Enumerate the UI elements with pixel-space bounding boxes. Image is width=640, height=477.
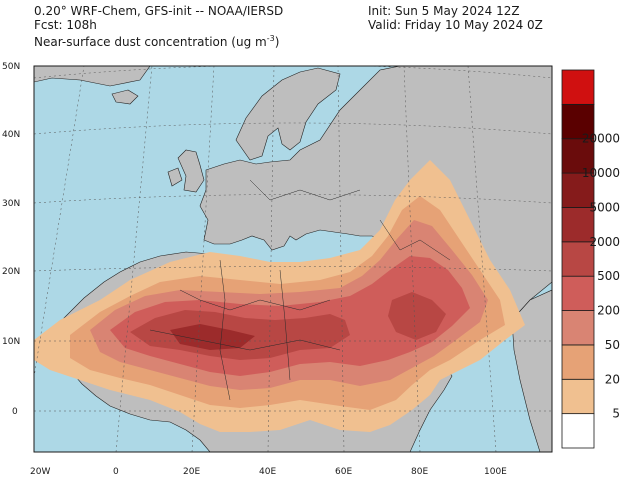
colorbar: 5 20 50 200 500 2000 5000 10000 20000 (561, 69, 620, 449)
colorbar-swatch (561, 207, 595, 243)
ireland (167, 167, 183, 187)
lon-label: 20W (30, 467, 50, 477)
gridline (34, 122, 552, 135)
gridline (403, 66, 421, 452)
colorbar-swatch (561, 138, 595, 174)
latitude-labels: 50N 40N 30N 20N 10N 0 (2, 62, 20, 417)
iceland (111, 89, 139, 105)
greenland (34, 66, 151, 87)
colorbar-swatch (561, 378, 595, 415)
lon-label: 100E (484, 467, 507, 477)
lat-label: 30N (2, 199, 20, 209)
scandinavia (235, 67, 341, 161)
lon-label: 80E (411, 467, 428, 477)
colorbar-label: 5000 (589, 200, 620, 214)
map-header-left: 0.20° WRF-Chem, GFS-init -- NOAA/IERSD F… (34, 4, 283, 49)
colorbar-label: 200 (597, 304, 620, 318)
map-frame (33, 65, 553, 453)
lat-label: 0 (12, 407, 18, 417)
colorbar-label: 20 (605, 372, 620, 386)
valid-time: Valid: Friday 10 May 2024 0Z (368, 18, 543, 32)
colorbar-label: 500 (597, 269, 620, 283)
colorbar-label: 50 (605, 338, 620, 352)
init-time: Init: Sun 5 May 2024 12Z (368, 4, 520, 18)
britain (177, 149, 205, 193)
colorbar-swatch (561, 241, 595, 277)
model-title: 0.20° WRF-Chem, GFS-init -- NOAA/IERSD (34, 4, 284, 18)
map-header-right: Init: Sun 5 May 2024 12Z Valid: Friday 1… (368, 4, 543, 32)
dust-level-2000 (170, 324, 255, 350)
lon-label: 0 (113, 467, 119, 477)
lon-label: 20E (183, 467, 200, 477)
colorbar-swatch (561, 310, 595, 346)
country-borders (149, 179, 451, 401)
colorbar-swatch (561, 275, 595, 311)
forecast-hour: Fcst: 108h (34, 18, 97, 32)
colorbar-label: 2000 (589, 235, 620, 249)
border-line (179, 289, 331, 311)
variable-title: Near-surface dust concentration (ug m-3) (34, 34, 280, 49)
colorbar-swatch (561, 413, 595, 449)
gridline (337, 66, 345, 452)
border-line (279, 269, 291, 381)
colorbar-swatch (561, 172, 595, 208)
colorbar-swatch (561, 103, 595, 140)
colorbar-swatch (561, 69, 595, 105)
border-line (249, 179, 361, 201)
border-line (219, 259, 231, 401)
india (511, 289, 552, 452)
gridline (267, 66, 275, 452)
lon-label: 60E (335, 467, 352, 477)
colorbar-label: 10000 (582, 166, 620, 180)
graticule (34, 66, 552, 452)
gridline (34, 194, 552, 204)
lon-label: 40E (259, 467, 276, 477)
dust-level-500b (388, 292, 446, 340)
border-line (379, 219, 451, 261)
gridline (34, 266, 552, 272)
lat-label: 40N (2, 130, 20, 140)
lat-label: 10N (2, 337, 20, 347)
lat-label: 50N (2, 62, 20, 72)
lat-label: 20N (2, 267, 20, 277)
border-line (149, 329, 341, 351)
gridline (34, 66, 85, 379)
longitude-labels: 20W 0 20E 40E 60E 80E 100E (30, 467, 507, 477)
colorbar-swatch (561, 344, 595, 380)
colorbar-label: 5 (612, 407, 620, 421)
dust-layer (34, 160, 525, 432)
colorbar-label: 20000 (582, 132, 620, 146)
gridline (34, 66, 552, 79)
